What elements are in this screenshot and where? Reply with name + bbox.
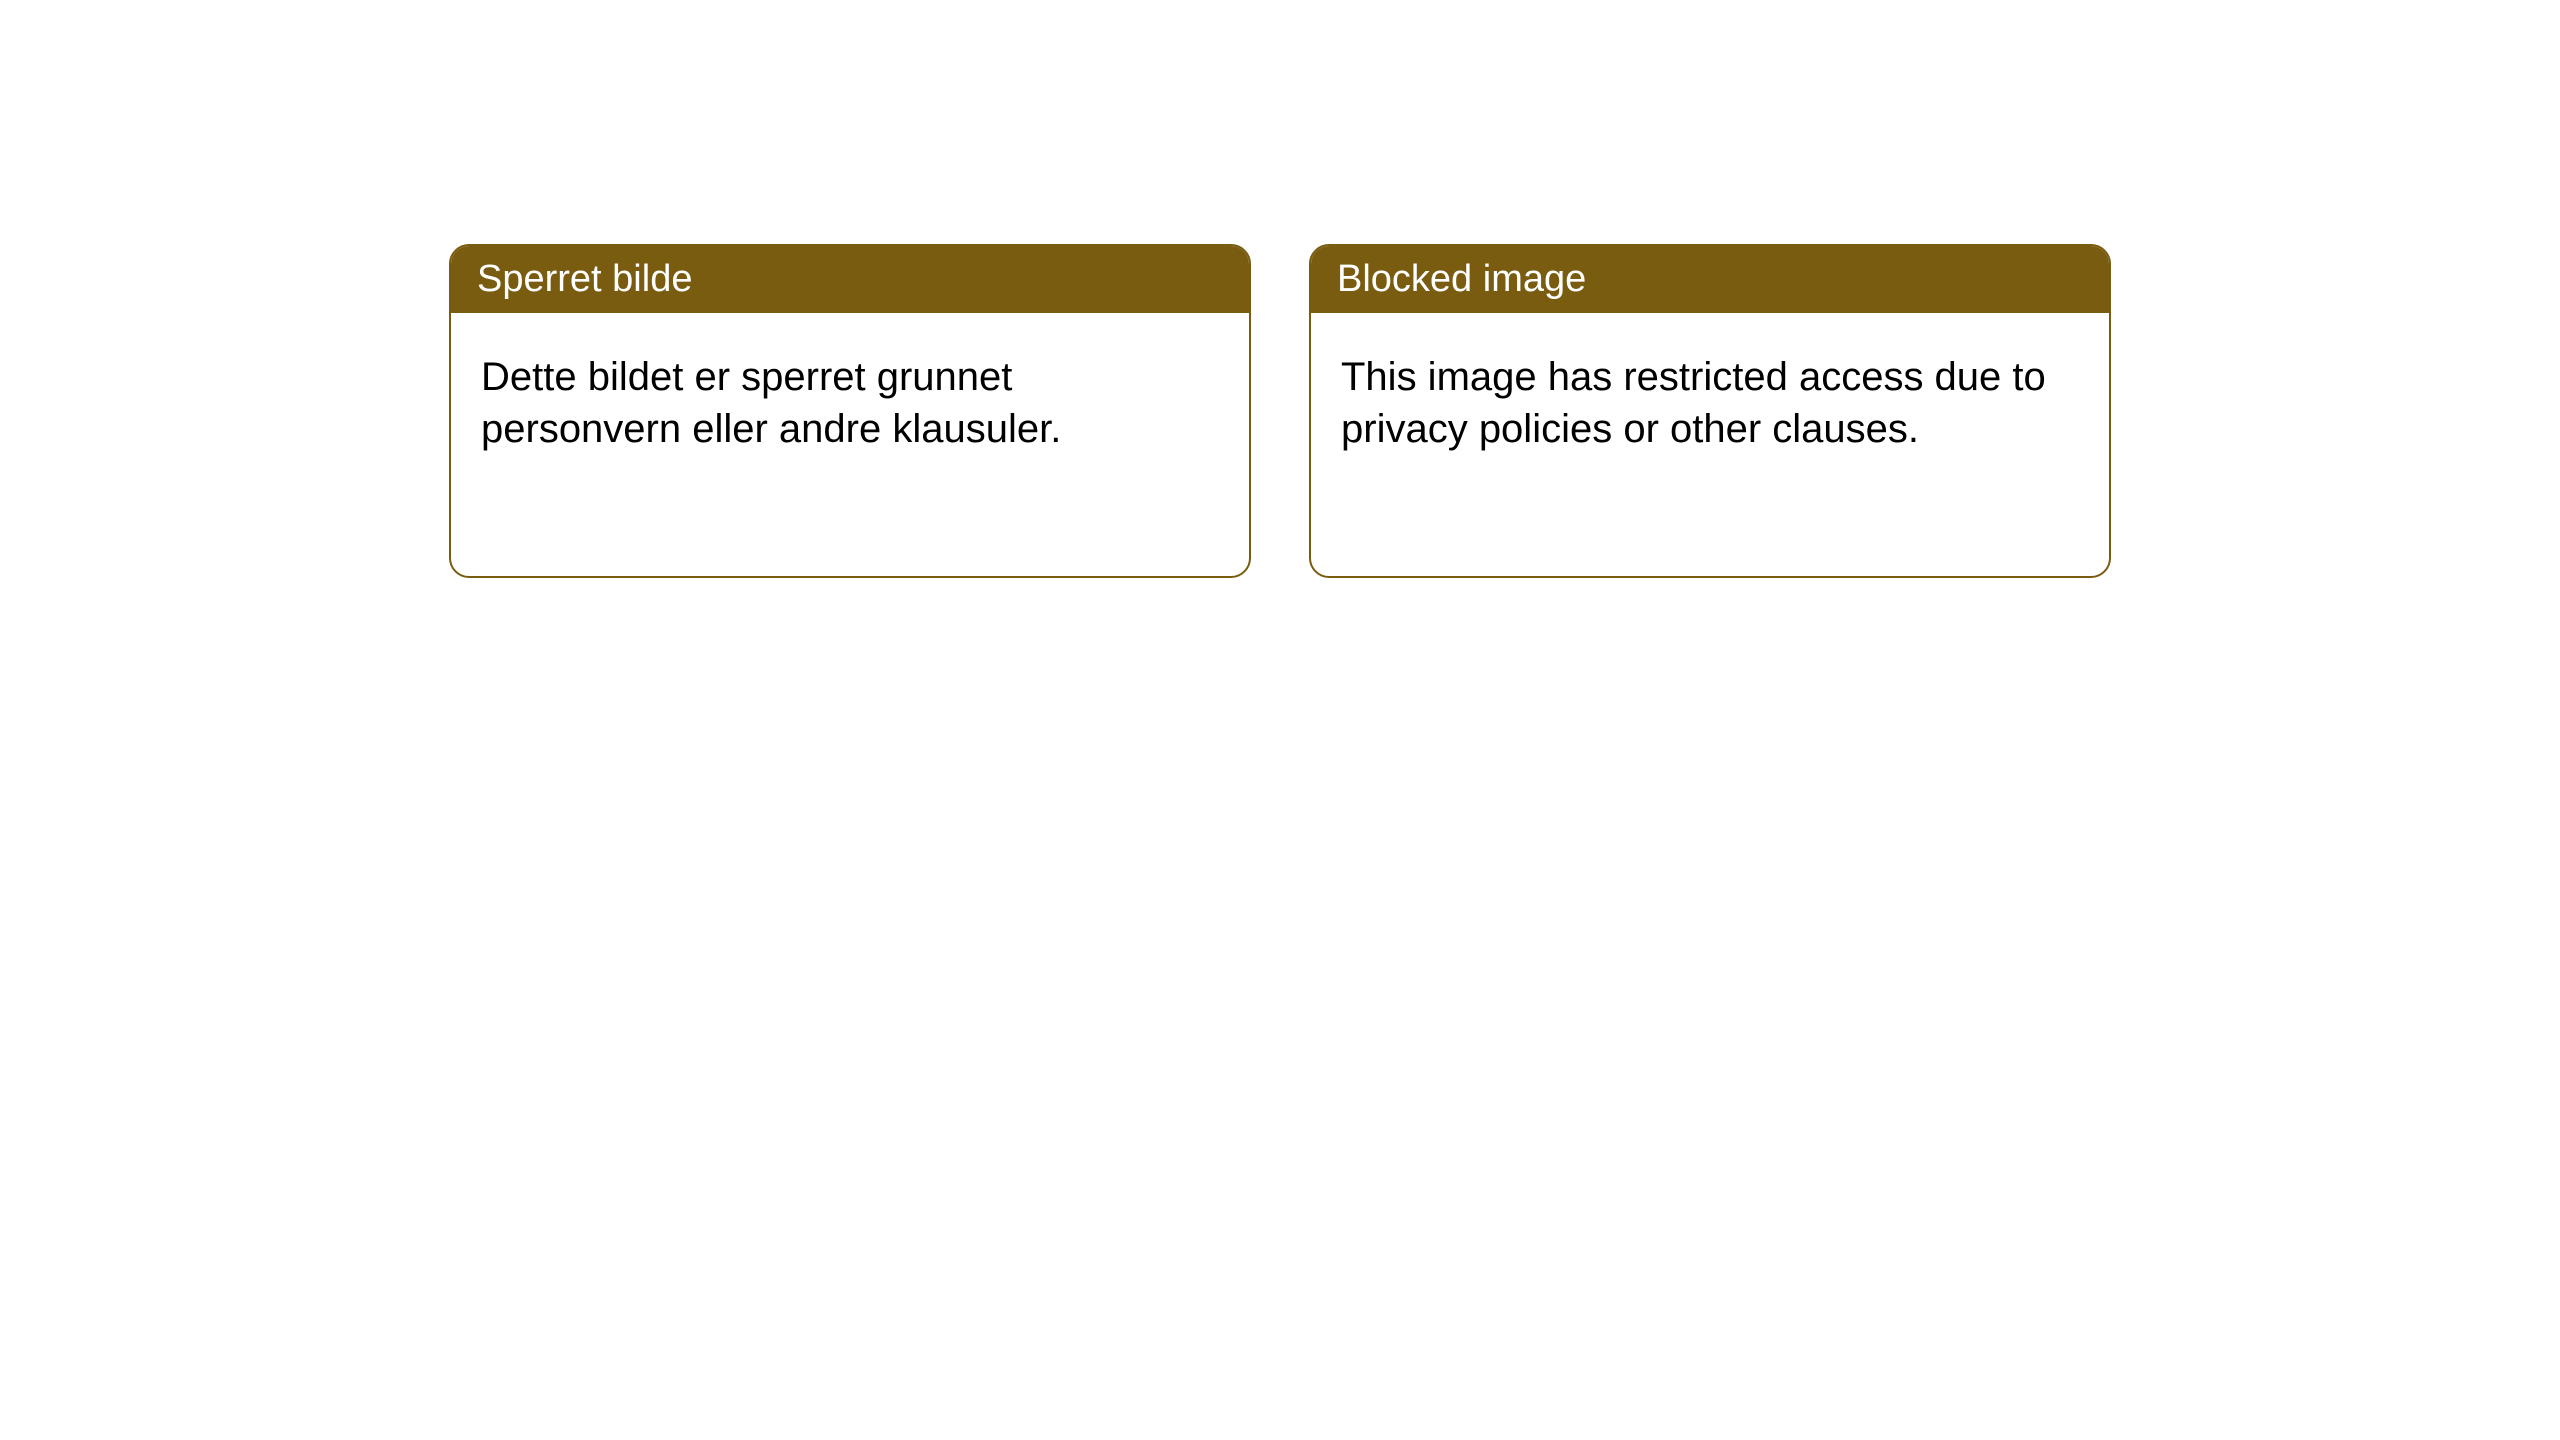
notice-card-norwegian: Sperret bilde Dette bildet er sperret gr… [449,244,1251,578]
card-body: Dette bildet er sperret grunnet personve… [451,313,1249,493]
card-header: Sperret bilde [451,246,1249,313]
notice-container: Sperret bilde Dette bildet er sperret gr… [449,244,2111,1440]
card-body: This image has restricted access due to … [1311,313,2109,493]
card-header: Blocked image [1311,246,2109,313]
notice-card-english: Blocked image This image has restricted … [1309,244,2111,578]
